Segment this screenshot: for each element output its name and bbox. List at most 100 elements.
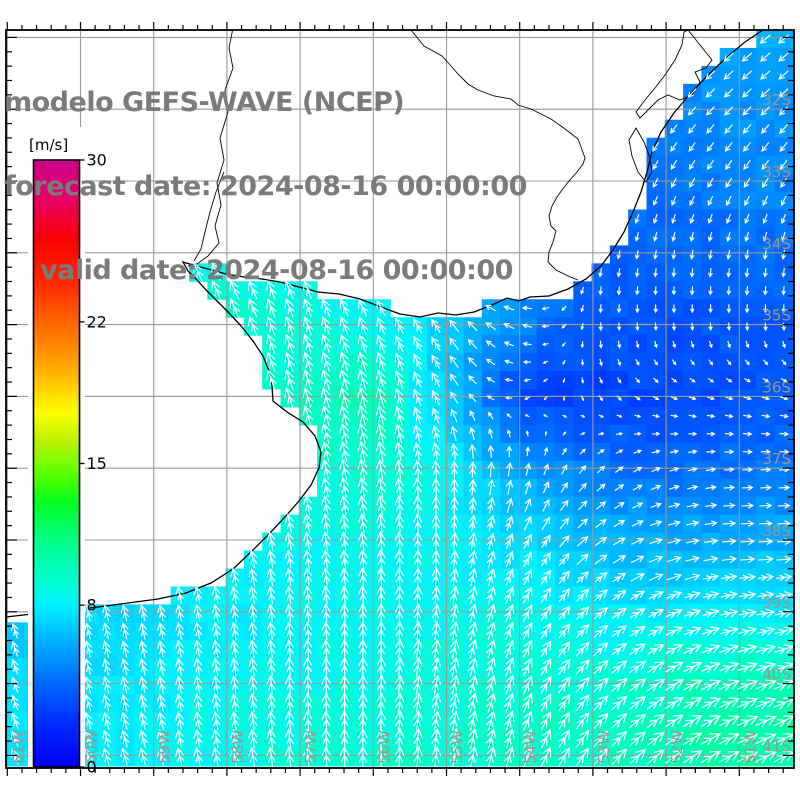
wind-arrow [175,693,185,712]
wind-arrow [724,141,733,152]
wind-arrow [431,585,441,605]
wind-arrow [726,249,732,261]
wind-arrow [760,484,772,491]
wind-arrow [321,603,331,623]
wind-arrow [230,603,239,622]
wind-arrow [284,369,296,390]
wind-arrow [229,280,241,300]
wind-arrow [761,159,770,171]
wind-arrow [652,142,659,152]
wind-arrow [665,608,683,619]
wind-arrow [705,70,716,80]
wind-arrow [449,728,460,750]
wind-arrow [611,730,628,747]
edge-ticks [6,22,794,776]
wind-arrow [10,694,20,711]
wind-arrow [431,442,441,461]
wind-arrow [593,748,609,766]
wind-arrow [561,342,567,347]
wind-arrow [708,304,713,314]
wind-arrow [394,674,405,695]
wind-arrow [266,315,277,336]
wind-arrow [376,566,386,587]
wind-arrow [575,694,590,712]
wind-arrow [744,267,750,278]
wind-arrow [724,124,733,134]
wind-arrow [486,532,496,550]
wind-arrow [781,322,787,332]
wind-arrow [760,88,771,98]
wind-arrow [740,520,755,527]
wind-arrow [593,677,609,693]
wind-arrow [431,336,441,352]
wind-arrow [653,250,658,260]
wind-arrow [503,674,515,695]
wind-arrow [521,675,533,695]
wind-arrow [339,710,350,731]
wind-arrow [629,608,646,619]
wind-arrow [156,747,167,766]
wind-arrow [611,677,628,693]
wind-arrow [357,458,368,480]
wind-arrow [778,484,791,491]
wind-arrow [708,322,713,332]
wind-arrow [266,351,277,372]
wind-arrow [394,334,405,353]
wind-arrow [761,431,771,437]
wind-arrow [449,603,460,623]
wind-arrow [248,549,258,569]
wind-arrow [321,656,331,677]
wind-arrow [357,476,368,498]
wind-arrow [10,658,20,675]
wind-arrow [688,142,696,153]
wind-arrow [756,626,776,637]
wind-arrow [375,458,386,480]
wind-arrow [780,377,788,383]
wind-arrow [743,177,751,189]
wind-arrow [779,124,788,134]
wind-arrow [375,476,386,498]
wind-arrow [431,656,442,677]
wind-arrow [412,424,423,443]
wind-arrow [431,318,441,334]
wind-arrow [175,604,185,622]
wind-arrow [102,658,111,676]
wind-arrow [578,482,587,493]
wind-arrow [211,639,221,658]
wind-arrow [284,280,295,300]
wind-arrow [505,461,513,477]
wind-arrow [503,745,515,767]
wind-arrow [358,298,369,317]
wind-arrow [321,459,332,480]
wind-arrow [719,626,739,637]
wind-arrow [629,643,647,656]
wind-arrow [688,449,698,455]
wind-arrow [613,537,626,546]
wind-arrow [540,675,552,694]
wind-arrow [611,748,628,765]
wind-arrow [650,502,662,509]
wind-arrow [486,550,496,568]
wind-arrow [413,710,423,731]
latitude-label: 41S [762,737,791,755]
wind-arrow [756,644,776,655]
wind-arrow [321,567,331,587]
longitude-label: 56W [375,730,393,764]
wind-arrow [450,478,459,497]
wind-arrow [724,467,735,473]
wind-arrow [357,512,368,534]
wind-arrow [413,692,423,713]
wind-arrow [558,676,571,694]
wind-arrow [321,495,331,516]
wind-arrow [646,714,665,728]
wind-arrow [83,622,93,640]
wind-arrow [744,359,750,366]
wind-arrow [718,715,740,728]
longitude-label: 54W [522,730,540,764]
colorbar-gradient-bar [32,159,81,768]
wind-arrow [450,425,458,442]
wind-arrow [468,460,477,478]
wind-arrow [652,431,661,436]
wind-arrow [358,674,368,695]
wind-arrow [684,608,702,619]
